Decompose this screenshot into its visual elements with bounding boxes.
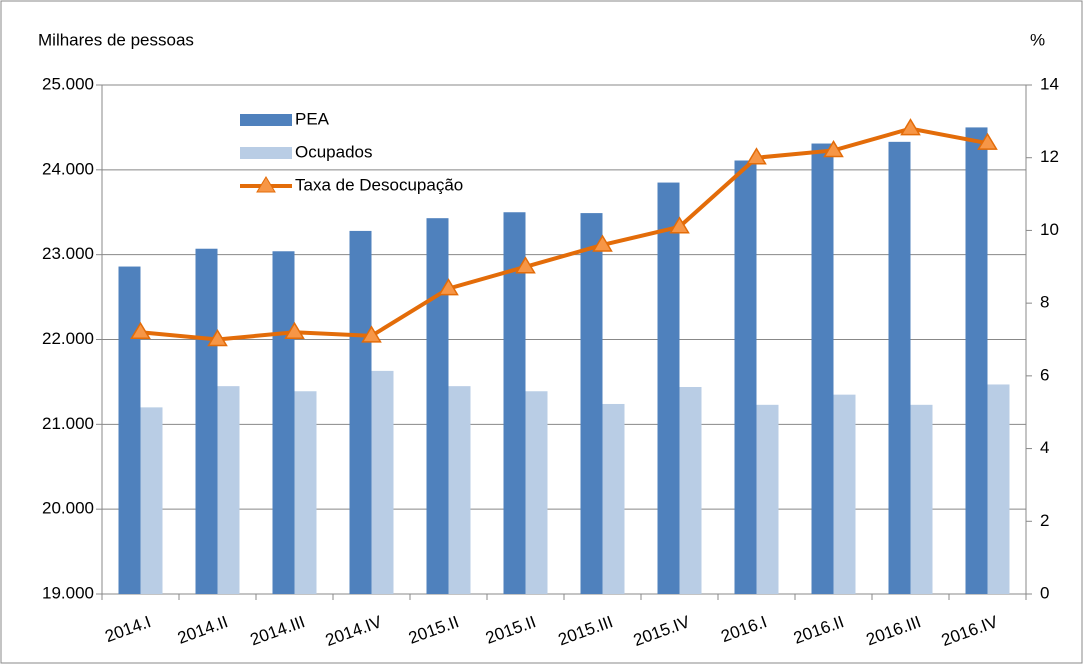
legend-label: Taxa de Desocupação (295, 175, 463, 194)
y2-tick-label: 2 (1040, 511, 1049, 530)
bar (118, 266, 141, 594)
legend-marker (256, 176, 276, 193)
legend-swatch (240, 147, 292, 159)
bar (679, 387, 702, 594)
marker (207, 329, 228, 347)
bar (371, 370, 394, 594)
bar (426, 218, 449, 594)
y2-tick-label: 14 (1040, 74, 1059, 93)
marker (361, 325, 382, 343)
y-tick-label: 25.000 (42, 74, 94, 93)
y-tick-label: 19.000 (42, 583, 94, 602)
marker (284, 321, 305, 339)
bar (811, 143, 834, 594)
legend-label: Ocupados (295, 142, 373, 161)
marker (977, 132, 998, 150)
bar (503, 212, 526, 594)
legend-swatch (240, 114, 292, 126)
y2-axis-label: % (1030, 30, 1045, 49)
marker (900, 118, 921, 136)
bar (833, 394, 856, 594)
bar (965, 127, 988, 595)
marker (515, 256, 536, 274)
y2-tick-label: 10 (1040, 220, 1059, 239)
bar (525, 391, 548, 594)
marker (746, 147, 767, 165)
marker (823, 139, 844, 158)
bar (349, 230, 372, 594)
y2-tick-label: 8 (1040, 293, 1049, 312)
bar (910, 404, 933, 594)
y2-tick-label: 12 (1040, 147, 1059, 166)
bar (217, 386, 240, 594)
bar (448, 386, 471, 594)
y2-tick-label: 4 (1040, 438, 1049, 457)
line (140, 126, 988, 342)
marker (592, 234, 613, 252)
y-tick-label: 20.000 (42, 499, 94, 518)
bar (580, 213, 603, 594)
marker (130, 321, 151, 339)
bar (756, 404, 779, 594)
bar (272, 251, 295, 595)
bar (294, 391, 317, 594)
bar (195, 248, 218, 594)
y-axis-label: Milhares de pessoas (38, 30, 194, 49)
y2-tick-label: 6 (1040, 365, 1049, 384)
y-tick-label: 22.000 (42, 329, 94, 348)
bar (657, 182, 680, 594)
marker (669, 216, 690, 234)
bar (602, 403, 625, 594)
y-tick-label: 21.000 (42, 414, 94, 433)
bar (987, 384, 1010, 594)
bar (734, 160, 757, 595)
legend-label: PEA (295, 109, 330, 128)
bar (888, 141, 911, 595)
y2-tick-label: 0 (1040, 583, 1049, 602)
marker (438, 278, 459, 296)
y-tick-label: 24.000 (42, 159, 94, 178)
bar (140, 407, 163, 594)
y-tick-label: 23.000 (42, 244, 94, 263)
